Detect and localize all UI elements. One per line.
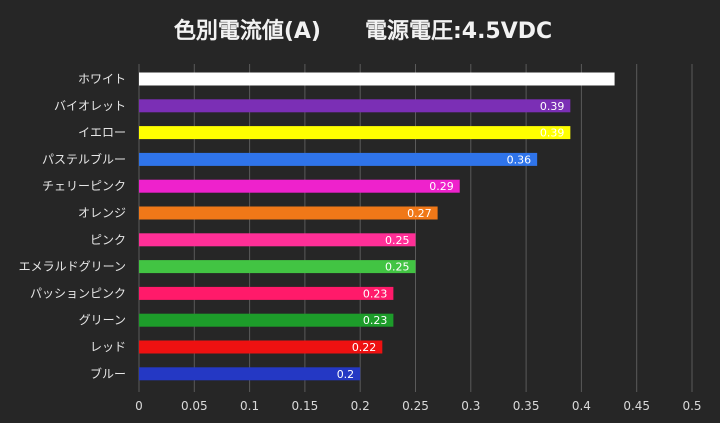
x-tick-label: 0.5 [682,399,701,413]
bar [139,179,460,193]
x-tick-label: 0.35 [513,399,540,413]
category-label: パッションピンク [30,286,126,300]
chart-title: 色別電流値(A) 電源電圧:4.5VDC [174,18,552,44]
x-tick-label: 0.45 [623,399,650,413]
category-label: バイオレット [54,99,126,113]
bar [139,126,571,140]
data-label: 0.25 [385,261,410,274]
x-tick-label: 0.25 [402,399,429,413]
data-label: 0.36 [507,153,532,166]
category-label: レッド [90,340,126,354]
data-label: 0.23 [363,314,388,327]
bar [139,313,394,327]
category-label: パステルブルー [42,151,126,166]
category-label: イエロー [78,126,126,140]
category-label: グリーン [79,313,126,327]
x-tick-label: 0.2 [351,399,370,413]
x-tick-labels: 0 0.05 0.1 0.15 0.2 0.25 0.3 0.35 0.4 0.45 0.5 [135,399,701,413]
bar [139,286,394,300]
data-label: 0.23 [363,287,388,300]
bar [139,206,438,220]
data-label: 0.29 [429,180,454,193]
x-tick-label: 0.1 [240,399,259,413]
bar [139,72,615,86]
data-label: 0.22 [352,341,377,354]
bar [139,233,416,247]
bar [139,367,361,381]
bar [139,340,383,354]
data-label: 0.39 [540,100,565,113]
x-tick-label: 0.15 [292,399,319,413]
x-tick-label: 0.3 [461,399,480,413]
category-label: ブルー [90,366,126,381]
category-label: ホワイト [78,72,126,86]
x-tick-label: 0.05 [181,399,208,413]
x-tick-label: 0 [135,399,143,413]
data-label: 0.2 [337,368,355,381]
bar [139,152,538,166]
category-labels: ホワイトバイオレットイエローパステルブルーチェリーピンクオレンジピンクエメラルド… [19,72,126,381]
category-label: ピンク [90,233,126,247]
category-label: エメラルドグリーン [19,260,126,274]
data-label: 0.27 [407,207,432,220]
category-label: オレンジ [78,206,126,220]
data-label: 0.39 [540,127,565,140]
data-label: 0.43 [584,73,609,86]
bars: 0.43 0.39 0.39 0.36 0.29 0.27 0.25 0.25 0.23 0.23… [139,72,615,381]
gridlines [138,64,693,392]
x-tick-label: 0.4 [572,399,591,413]
bar [139,99,571,113]
category-label: チェリーピンク [42,179,126,193]
data-label: 0.25 [385,234,410,247]
bar [139,260,416,274]
